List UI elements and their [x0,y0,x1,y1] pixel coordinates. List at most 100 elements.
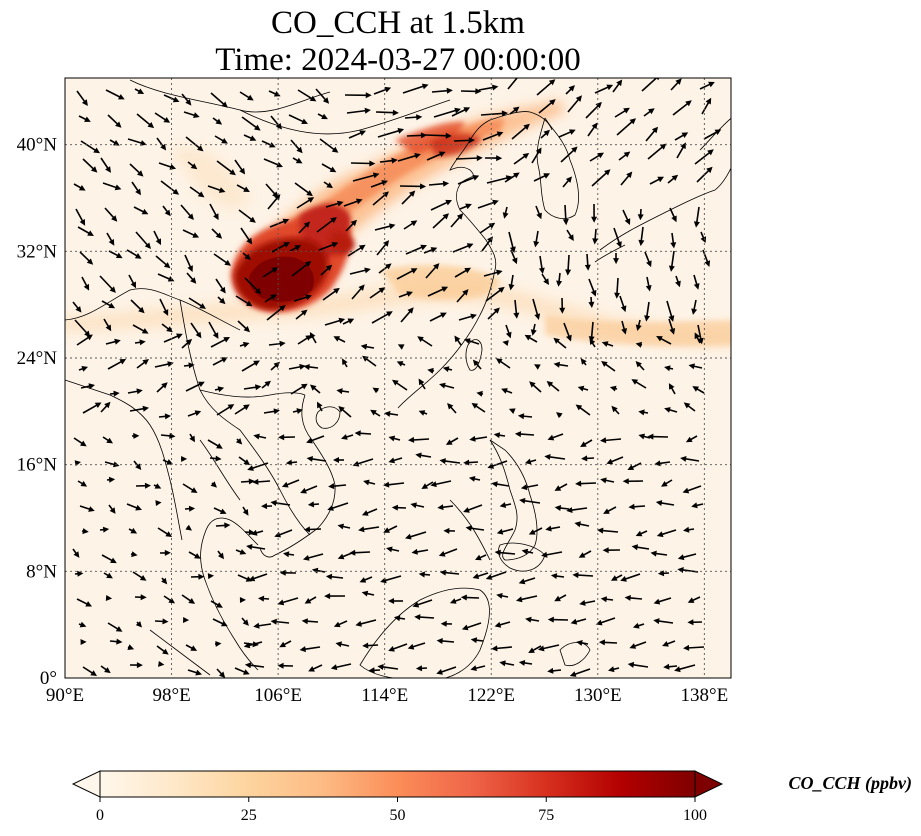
wind-arrow-head [242,341,250,348]
wind-arrow-head [155,500,162,506]
wind-arrow-head [294,245,302,251]
wind-arrow-shaft [136,113,152,127]
wind-arrow-shaft [107,360,123,370]
wind-arrow-head [361,590,369,597]
wind-arrow-head [88,506,95,512]
lon-tick-label: 106°E [254,685,302,706]
wind-arrow-head [273,408,280,415]
wind-arrow-head [704,260,711,267]
wind-arrow-head [305,294,312,301]
wind-arrow-head [90,670,97,676]
wind-arrow-head [164,413,171,420]
wind-arrow-head [181,456,188,462]
wind-arrow-head [84,116,91,122]
wind-arrow-head [646,260,652,268]
wind-arrow-shaft [587,125,596,137]
wind-arrow-head [430,247,438,253]
wind-arrow-head [329,166,337,173]
wind-arrow-shaft [432,215,447,229]
wind-arrow-head [588,336,595,343]
colorbar-tick-label: 50 [390,807,406,824]
wind-arrow-head [620,576,627,582]
wind-arrow-head [135,463,142,470]
wind-arrow-head [378,287,386,294]
wind-arrow-head [388,435,396,442]
wind-arrow-shaft [602,641,618,644]
wind-arrow-head [611,405,618,413]
wind-arrow-head [354,430,361,437]
wind-arrow-head [359,130,366,136]
wind-arrow-head [115,252,123,259]
wind-arrow-head [664,407,671,413]
wind-arrow-shaft [82,158,95,171]
wind-arrow-head [638,409,645,416]
wind-arrow-shaft [531,150,541,164]
wind-arrow-shaft [241,116,258,129]
wind-arrow-head [169,164,177,170]
wind-arrow-shaft [632,505,646,508]
wind-arrow-head [441,286,449,292]
wind-arrow-head [190,645,198,651]
wind-arrow-shaft [464,596,480,599]
wind-arrow-head [336,388,343,395]
wind-arrow-head [243,669,250,675]
wind-arrow-shaft [486,176,509,184]
gridlines [65,78,731,678]
wind-arrow-shaft [257,623,272,627]
wind-arrow-shaft [498,359,511,369]
wind-arrow-shaft [548,455,566,460]
wind-arrow-head [657,176,664,183]
wind-arrow-head [142,359,149,365]
wind-arrow-shaft [247,641,263,647]
wind-arrow-shaft [415,549,429,553]
wind-arrow-head [692,386,699,392]
wind-arrow-head [538,267,545,274]
wind-arrow-head [556,280,563,287]
wind-arrow-head [194,410,202,416]
wind-arrow-head [249,135,257,141]
wind-arrow-shaft [645,301,650,318]
wind-arrow-head [487,463,495,469]
wind-arrow-shaft [657,597,672,603]
wind-arrow-head [215,232,223,239]
wind-arrow-head [303,526,310,533]
wind-arrow-shaft [567,97,581,113]
wind-arrow-head [337,523,344,530]
wind-arrow-head [559,307,566,314]
wind-arrow-shaft [250,462,269,470]
wind-arrow-head [133,432,140,439]
wind-arrow-head [195,669,202,676]
wind-arrow-shaft [634,380,647,389]
wind-arrow-head [362,355,369,362]
wind-arrow-shaft [564,204,567,222]
wind-arrow-head [513,312,520,319]
wind-arrow-head [325,573,333,580]
wind-arrow-head [530,329,537,336]
wind-arrow-shaft [310,457,327,462]
wind-arrow-head [501,388,508,394]
wind-arrow-head [229,169,236,176]
wind-arrow-shaft [277,529,293,537]
wind-arrow-shaft [660,529,677,536]
wind-arrow-head [140,594,147,601]
wind-arrow-head [352,460,360,467]
wind-arrow-head [275,123,282,130]
wind-arrow-head [570,618,578,625]
wind-arrow-head [603,508,610,514]
wind-arrow-shaft [376,242,388,256]
wind-arrow-head [524,334,532,341]
wind-arrow-shaft [694,151,712,165]
wind-arrow-shaft [252,573,268,580]
lon-tick-label: 130°E [574,685,622,706]
wind-arrow-head [714,129,722,135]
wind-arrow-shaft [126,249,139,258]
wind-arrow-head [299,646,306,653]
wind-arrow-head [114,338,121,345]
wind-arrow-head [572,572,579,579]
wind-arrow-shaft [532,298,539,317]
wind-arrow-head [393,615,401,622]
wind-arrow-head [113,140,120,146]
wind-arrow-head [270,618,277,625]
wind-arrow-head [656,531,664,538]
